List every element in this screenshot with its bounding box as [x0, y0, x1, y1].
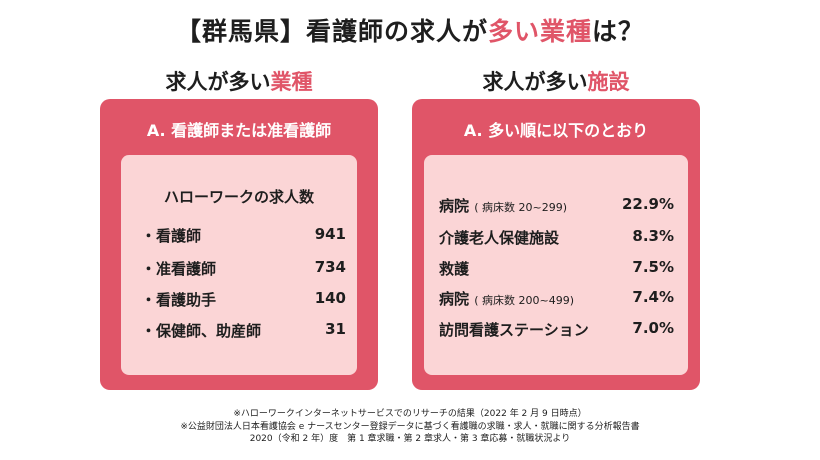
left-column-heading: 求人が多い業種: [165, 70, 313, 94]
facility-panel: A. 多い順に以下のとおり 病院 ( 病床数 20~299) 22.9% 介護老…: [412, 99, 700, 390]
industry-inner-card: ハローワークの求人数 ・看護師 941 ・准看護師 734 ・看護助手 140 …: [121, 155, 357, 375]
right-column-heading: 求人が多い施設: [482, 70, 630, 94]
job-count-subtitle: ハローワークの求人数: [163, 188, 314, 206]
industry-panel: A. 看護師または准看護師 ハローワークの求人数 ・看護師 941 ・准看護師 …: [100, 99, 378, 390]
facility-panel-header: A. 多い順に以下のとおり: [463, 121, 649, 140]
page-title: 【群馬県】看護師の求人が多い業種は？: [175, 17, 645, 46]
footnote: 2020（令和 2 年）度 第 1 章求職・第 2 章求人・第 3 章応募・就職…: [249, 434, 571, 444]
facility-inner-card: 病院 ( 病床数 20~299) 22.9% 介護老人保健施設 8.3% 救護 …: [424, 155, 688, 375]
footnotes: ※ハローワークインターネットサービスでのリサーチの結果（2022 年 2 月 9…: [0, 408, 820, 446]
footnote: ※公益財団法人日本看護協会 e ナースセンター登録データに基づく看護職の求職・求…: [180, 421, 640, 432]
footnote: ※ハローワークインターネットサービスでのリサーチの結果（2022 年 2 月 9…: [233, 409, 587, 419]
industry-panel-header: A. 看護師または准看護師: [146, 121, 332, 140]
